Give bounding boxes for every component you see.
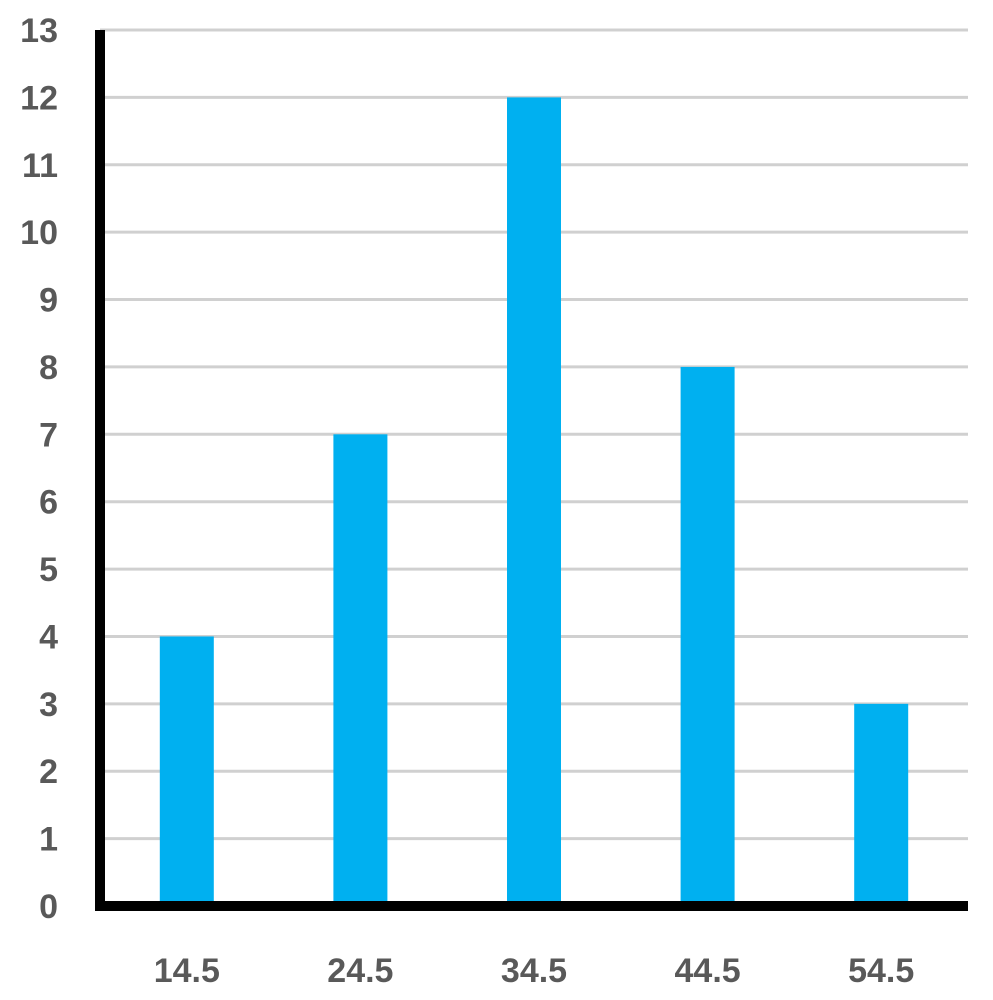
- y-tick-label: 8: [39, 349, 58, 387]
- x-tick-label: 44.5: [675, 952, 741, 990]
- y-tick-label: 12: [20, 79, 58, 117]
- bar: [854, 703, 909, 906]
- x-tick-label: 34.5: [501, 952, 567, 990]
- y-tick-label: 6: [39, 484, 58, 522]
- x-tick-labels: 14.5 24.5 34.5 44.5 54.5: [154, 952, 915, 990]
- y-tick-label: 9: [39, 282, 58, 320]
- bar: [507, 97, 561, 906]
- x-tick-label: 14.5: [154, 952, 220, 990]
- y-tick-label: 1: [39, 821, 58, 859]
- y-tick-label: 3: [39, 686, 58, 724]
- bar: [159, 636, 214, 906]
- x-tick-label: 54.5: [848, 952, 914, 990]
- bars: [159, 97, 909, 906]
- y-tick-label: 0: [39, 888, 58, 926]
- y-tick-label: 13: [20, 12, 58, 50]
- y-tick-label: 2: [39, 753, 58, 791]
- axes: [95, 30, 968, 911]
- y-tick-label: 5: [39, 551, 58, 589]
- y-tick-label: 11: [22, 147, 58, 185]
- bar: [333, 434, 388, 906]
- y-tick-label: 7: [39, 416, 58, 454]
- x-tick-label: 24.5: [327, 952, 393, 990]
- bar: [680, 366, 735, 906]
- y-tick-label: 10: [20, 214, 58, 252]
- y-tick-label: 4: [39, 618, 58, 656]
